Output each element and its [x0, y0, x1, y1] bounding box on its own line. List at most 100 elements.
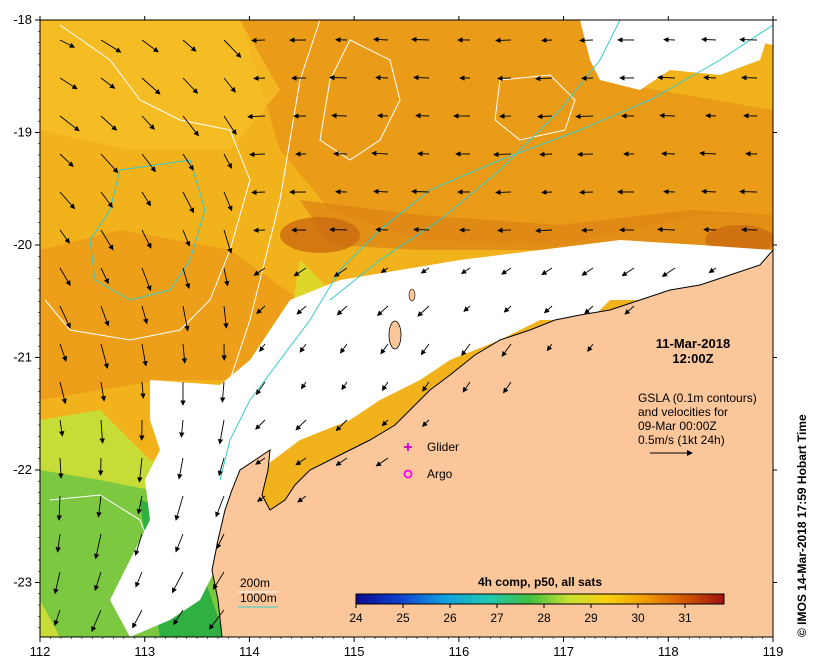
velocity-arrow — [132, 609, 143, 629]
velocity-arrow — [501, 343, 512, 357]
velocity-arrow — [541, 267, 553, 276]
velocity-arrow — [251, 37, 266, 44]
velocity-arrow — [141, 305, 149, 325]
lon-tick-label: 112 — [30, 644, 51, 659]
land-mass — [212, 250, 773, 637]
colorbar: 4h comp, p50, all sats 24 25 26 27 28 29 30 31 — [349, 575, 725, 625]
velocity-arrow — [100, 381, 107, 402]
velocity-arrow — [420, 267, 430, 274]
colorbar-tick-label: 31 — [678, 611, 692, 625]
lat-tick-label: -19 — [13, 125, 32, 140]
velocity-arrow — [141, 267, 152, 292]
isobath-1000-b — [89, 159, 206, 301]
velocity-arrow — [251, 189, 266, 196]
lon-tick-label: 116 — [448, 644, 469, 659]
velocity-arrow — [296, 305, 307, 315]
velocity-arrow — [587, 343, 594, 353]
velocity-arrow — [295, 419, 307, 431]
velocity-arrow — [624, 305, 635, 315]
velocity-arrow — [223, 191, 233, 212]
velocity-arrow — [223, 39, 242, 58]
velocity-arrow — [375, 457, 389, 467]
velocity-arrow — [175, 533, 184, 553]
velocity-arrow — [182, 305, 190, 332]
velocity-arrow — [220, 381, 226, 403]
velocity-arrow — [59, 305, 71, 329]
velocity-arrow — [535, 75, 553, 82]
velocity-arrow — [179, 419, 185, 438]
velocity-arrow — [413, 226, 430, 233]
velocity-arrow — [375, 74, 389, 81]
velocity-arrow — [99, 419, 105, 444]
velocity-arrow — [140, 381, 146, 399]
velocity-arrow — [53, 609, 61, 627]
velocity-arrow — [380, 267, 389, 273]
velocity-arrow — [381, 419, 389, 427]
island-2 — [408, 288, 416, 302]
velocity-arrow — [461, 343, 471, 357]
velocity-arrow — [300, 381, 307, 390]
velocity-arrow — [141, 39, 159, 53]
velocity-arrow — [53, 571, 61, 595]
gsla-line-2: and velocities for — [638, 405, 728, 419]
velocity-arrow — [256, 305, 266, 314]
velocity-arrow — [380, 343, 389, 355]
velocity-arrow — [172, 571, 184, 594]
velocity-arrow — [259, 343, 266, 353]
velocity-arrow — [59, 381, 67, 405]
velocity-arrow — [216, 533, 225, 550]
velocity-arrow — [422, 381, 430, 392]
velocity-arrow — [373, 188, 389, 195]
velocity-arrow — [503, 381, 512, 394]
gsla-line-4: 0.5m/s (1kt 24h) — [638, 433, 725, 447]
isobath-200-c — [494, 74, 576, 141]
colorbar-tick-label: 26 — [443, 611, 457, 625]
velocity-arrow — [421, 419, 430, 427]
glider-label: Glider — [427, 440, 459, 454]
velocity-arrow — [223, 229, 233, 254]
lat-tick-label: -18 — [13, 12, 32, 27]
lat-tick-label: -21 — [13, 350, 32, 365]
velocity-arrow — [182, 153, 194, 171]
cloud-north-2 — [730, 20, 773, 45]
velocity-arrow — [223, 77, 236, 93]
lon-tick-label: 114 — [239, 644, 260, 659]
velocity-arrow — [59, 77, 78, 90]
gsla-line-1: GSLA (0.1m contours) — [638, 391, 757, 405]
lat-axis: -18 -19 -20 -21 -22 -23 — [13, 12, 777, 628]
velocity-arrow — [174, 495, 184, 521]
velocity-arrow — [93, 571, 102, 591]
velocity-arrow — [257, 495, 266, 502]
velocity-arrow — [253, 267, 266, 276]
lon-tick-label: 119 — [763, 644, 784, 659]
lon-tick-label: 115 — [344, 644, 365, 659]
velocity-arrow — [411, 188, 430, 195]
velocity-arrow — [413, 74, 430, 81]
velocity-arrow — [495, 37, 512, 44]
velocity-arrow — [462, 381, 471, 393]
colorbar-tick-label: 28 — [537, 611, 551, 625]
colorbar-ramp — [355, 593, 725, 605]
map-area — [40, 20, 773, 637]
velocity-arrow — [335, 457, 348, 466]
velocity-arrow — [182, 77, 199, 94]
velocity-arrow — [100, 115, 118, 131]
velocity-arrow — [223, 115, 237, 136]
isobath-200-b — [319, 39, 401, 161]
velocity-arrow — [100, 305, 110, 327]
velocity-arrow — [329, 226, 348, 233]
map-date: 11-Mar-2018 — [656, 336, 730, 351]
velocity-arrow — [141, 343, 148, 367]
lon-tick-label: 118 — [658, 644, 679, 659]
velocity-arrow — [177, 457, 184, 480]
argo-label: Argo — [427, 467, 453, 481]
velocity-arrow — [537, 113, 553, 120]
velocity-arrow — [581, 267, 594, 276]
velocity-arrow — [411, 36, 430, 43]
velocity-arrow — [255, 381, 266, 396]
velocity-arrow — [208, 609, 225, 630]
velocity-arrow — [93, 533, 102, 560]
velocity-arrow — [575, 113, 594, 120]
velocity-arrow — [299, 343, 307, 353]
